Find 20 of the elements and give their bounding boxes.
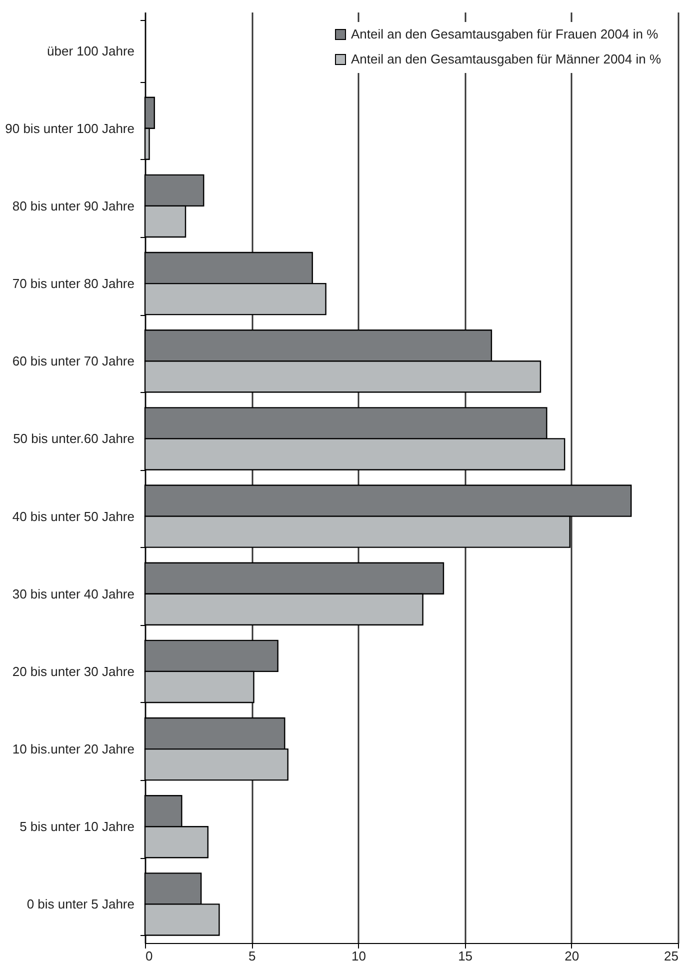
x-tick-label: 15 (458, 948, 473, 964)
x-tick-label: 0 (146, 948, 153, 964)
y-tick-label: 30 bis unter 40 Jahre (12, 586, 134, 602)
y-tick-label: 70 bis unter 80 Jahre (12, 276, 134, 292)
x-tick-label: 20 (564, 948, 580, 964)
x-tick-label: 25 (664, 948, 678, 964)
y-tick-label: 5 bis unter 10 Jahre (20, 819, 134, 834)
y-tick-label: über 100 Jahre (47, 43, 134, 58)
y-tick-label: 50 bis unter.60 Jahre (13, 431, 134, 446)
y-tick-label: 0 bis unter 5 Jahre (26, 896, 134, 912)
y-tick-label: 10 bis.unter 20 Jahre (12, 742, 134, 757)
legend-label: Anteil an den Gesamtausgaben für Frauen 2004 in % (351, 26, 659, 42)
y-tick-label: 40 bis unter 50 Jahre (12, 508, 134, 524)
y-tick-label: 90 bis unter 100 Jahre (5, 120, 134, 136)
y-tick-label: 20 bis unter 30 Jahre (12, 664, 134, 679)
y-tick-label: 80 bis unter 90 Jahre (12, 198, 134, 214)
x-tick-label: 5 (248, 948, 256, 964)
y-tick-label: 60 bis unter 70 Jahre (12, 354, 134, 369)
x-tick-label: 10 (351, 948, 366, 964)
legend-label: Anteil an den Gesamtausgaben für Männer 2004 in % (351, 52, 662, 66)
